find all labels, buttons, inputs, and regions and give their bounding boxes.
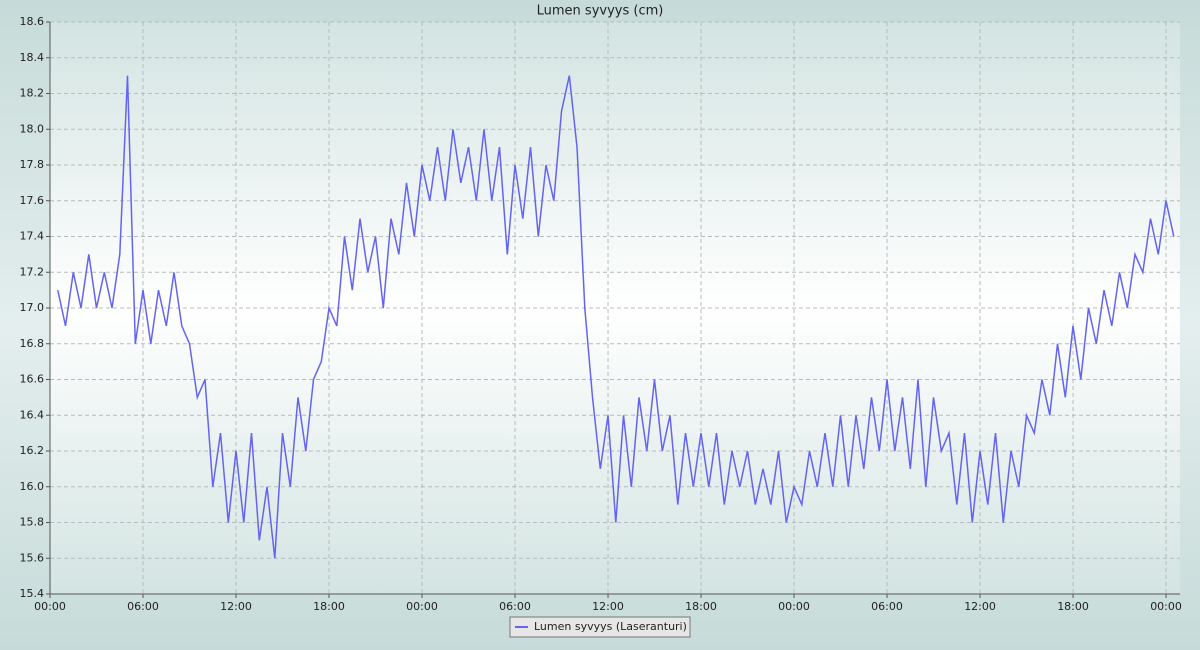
y-tick-label: 18.2 (20, 87, 45, 100)
x-tick-label: 18:00 (685, 600, 717, 613)
y-tick-label: 17.2 (20, 265, 45, 278)
y-tick-label: 16.4 (20, 408, 45, 421)
x-tick-label: 12:00 (592, 600, 624, 613)
data-line (57, 75, 1175, 559)
legend: Lumen syvyys (Laseranturi) (509, 616, 691, 638)
legend-box (509, 616, 691, 638)
y-tick-label: 15.8 (20, 516, 45, 529)
y-tick-label: 16.0 (20, 480, 45, 493)
x-tick-label: 06:00 (499, 600, 531, 613)
x-tick-label: 18:00 (313, 600, 345, 613)
chart-title: Lumen syvyys (cm) (537, 4, 664, 19)
y-tick-label: 17.0 (20, 301, 45, 314)
legend-label: Lumen syvyys (Laseranturi) (534, 620, 687, 633)
x-tick-label: 06:00 (871, 600, 903, 613)
y-tick-label: 17.6 (20, 194, 45, 207)
axes: 15.4 15.6 15.8 16.0 16.2 16.4 16.6 16.8 17.0 17.2… (20, 15, 1182, 613)
y-tick-label: 18.0 (20, 122, 45, 135)
y-tick-label: 15.6 (20, 551, 45, 564)
y-tick-label: 18.6 (20, 15, 45, 28)
y-tick-label: 16.8 (20, 337, 45, 350)
y-tick-label: 17.8 (20, 158, 45, 171)
x-tick-label: 12:00 (220, 600, 252, 613)
y-tick-label: 17.4 (20, 230, 45, 243)
x-tick-label: 18:00 (1057, 600, 1089, 613)
x-tick-label: 00:00 (778, 600, 810, 613)
y-tick-label: 15.4 (20, 587, 45, 600)
x-tick-label: 06:00 (127, 600, 159, 613)
x-tick-label: 00:00 (406, 600, 438, 613)
x-tick-label: 00:00 (34, 600, 66, 613)
lines (57, 75, 1175, 559)
y-tick-label: 16.6 (20, 373, 45, 386)
x-tick-label: 12:00 (964, 600, 996, 613)
y-tick-label: 18.4 (20, 51, 45, 64)
y-tick-label: 16.2 (20, 444, 45, 457)
x-tick-label: 00:00 (1150, 600, 1182, 613)
